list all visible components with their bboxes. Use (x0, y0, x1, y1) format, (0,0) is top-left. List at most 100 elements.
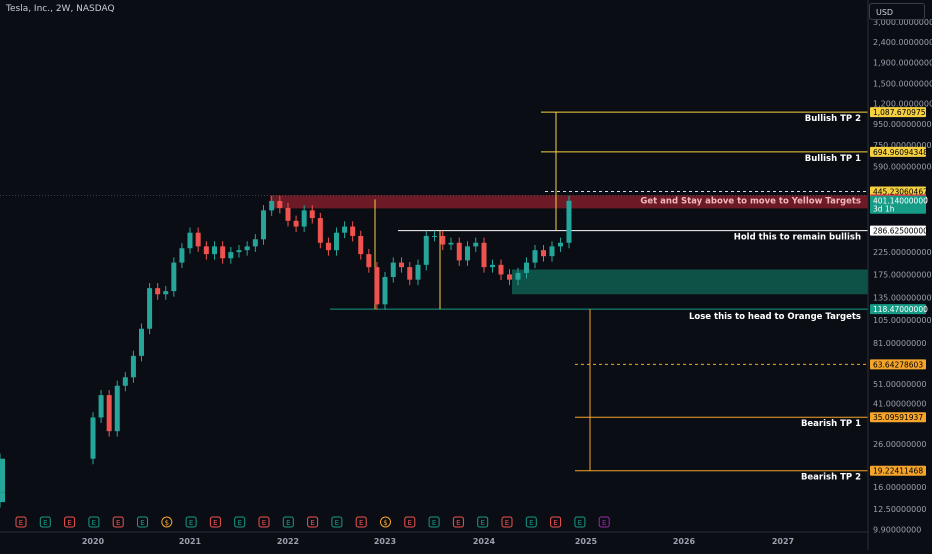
candle-body (187, 232, 193, 249)
candle-body (179, 248, 185, 263)
candle-body (114, 385, 120, 432)
earnings-marker (550, 516, 562, 528)
candle-body (465, 246, 470, 261)
earnings-marker-label: E (286, 519, 290, 527)
earnings-marker (112, 516, 124, 528)
x-tick-label: 2024 (473, 537, 496, 546)
price-tag: 1,087.67097537 (873, 108, 932, 117)
candle-body (106, 395, 112, 432)
candle-body (342, 226, 348, 233)
earnings-marker-label: E (578, 519, 582, 527)
candle-body (481, 242, 487, 268)
annotation-label: Bearish TP 1 (801, 419, 861, 429)
earnings-marker-label: E (529, 519, 533, 527)
symbol-title: Tesla, Inc., 2W, NASDAQ (6, 4, 115, 14)
candle-body (325, 242, 331, 251)
price-tag: 445.23060467 (873, 187, 928, 196)
candle-body (541, 250, 546, 257)
y-tick-label: 3,000.00000000 (873, 18, 932, 27)
y-tick-label: 135.00000000 (873, 294, 932, 303)
y-tick-label: 2,400.00000000 (873, 38, 932, 47)
price-tag: 35.09591937 (873, 413, 923, 422)
candle-body (498, 264, 504, 275)
annotation-label: Bullish TP 1 (805, 154, 861, 164)
x-tick-label: 2027 (772, 537, 794, 546)
y-tick-label: 12.50000000 (873, 505, 926, 514)
x-tick-label: 2020 (82, 537, 105, 546)
candle-body (122, 377, 128, 386)
price-tag: 286.62500000 (873, 227, 928, 236)
earnings-marker-label: E (237, 519, 241, 527)
candle-body (277, 201, 283, 208)
y-tick-label: 16.00000000 (873, 483, 926, 492)
annotation-label: Bullish TP 2 (805, 114, 861, 124)
last-price-tag-countdown: 3d 1h (873, 205, 895, 214)
candle-body (366, 254, 372, 268)
y-tick-label: 41.00000000 (873, 399, 926, 408)
y-tick-label: 105.00000000 (873, 316, 932, 325)
candle-body (532, 250, 538, 263)
candle-body (374, 267, 380, 305)
candle-body (490, 264, 495, 268)
earnings-marker (574, 516, 586, 528)
candle-body (407, 267, 413, 280)
earnings-marker (428, 516, 440, 528)
x-tick-label: 2025 (575, 537, 598, 546)
y-tick-label: 1,200.00000000 (873, 99, 932, 108)
x-tick-label: 2021 (179, 537, 202, 546)
earnings-marker (307, 516, 319, 528)
candle-body (244, 246, 250, 251)
earnings-marker (282, 516, 294, 528)
price-tag: 694.96094348 (873, 148, 928, 157)
candle-body (309, 210, 315, 219)
earnings-marker-label: E (432, 519, 436, 527)
earnings-marker-label: E (602, 519, 606, 527)
earnings-marker-label: E (19, 519, 23, 527)
price-tag: 19.22411468 (873, 467, 923, 476)
candle-body (155, 288, 161, 295)
x-tick-label: 2023 (374, 537, 396, 546)
candle-body (285, 207, 291, 221)
earnings-marker (452, 516, 464, 528)
price-tag: 63.64278603 (873, 360, 923, 369)
price-tag: 118.47000000 (873, 305, 928, 314)
y-tick-label: 590.00000000 (873, 162, 932, 171)
earnings-marker-label: E (92, 519, 96, 527)
price-tag-bg (870, 186, 926, 197)
x-tick-label: 2026 (673, 537, 696, 546)
price-tag-bg (870, 146, 926, 157)
candle-body (350, 226, 356, 236)
candle-body (147, 288, 153, 329)
candle-body (139, 328, 144, 356)
y-tick-label: 750.00000000 (873, 141, 932, 150)
candle-body (130, 355, 136, 378)
candle-body (236, 250, 242, 253)
candle-body (382, 277, 388, 305)
y-tick-label: 9.90000000 (873, 526, 921, 535)
earnings-marker (137, 516, 148, 528)
candle-body (269, 201, 275, 211)
earnings-marker (15, 516, 27, 528)
earnings-marker (477, 516, 489, 528)
candle-body (203, 246, 209, 255)
y-tick-label: 81.00000000 (873, 339, 926, 348)
currency-selector[interactable]: USD (869, 3, 925, 20)
candle-body (549, 246, 555, 257)
earnings-marker (88, 516, 100, 528)
earnings-marker-label: E (310, 519, 314, 527)
earnings-marker-label: E (505, 519, 509, 527)
earnings-marker-label: E (140, 519, 144, 527)
earnings-marker-label: E (359, 519, 363, 527)
earnings-marker-label: E (408, 519, 412, 527)
dividend-marker-label: $ (165, 519, 169, 527)
candle-body (228, 252, 234, 259)
candle-body (220, 246, 226, 259)
earnings-marker-label: E (116, 519, 120, 527)
earnings-marker (209, 516, 221, 528)
candle-body (0, 458, 5, 487)
candle-body (507, 274, 512, 280)
earnings-marker-label: E (553, 519, 557, 527)
price-tag-bg (870, 465, 926, 476)
